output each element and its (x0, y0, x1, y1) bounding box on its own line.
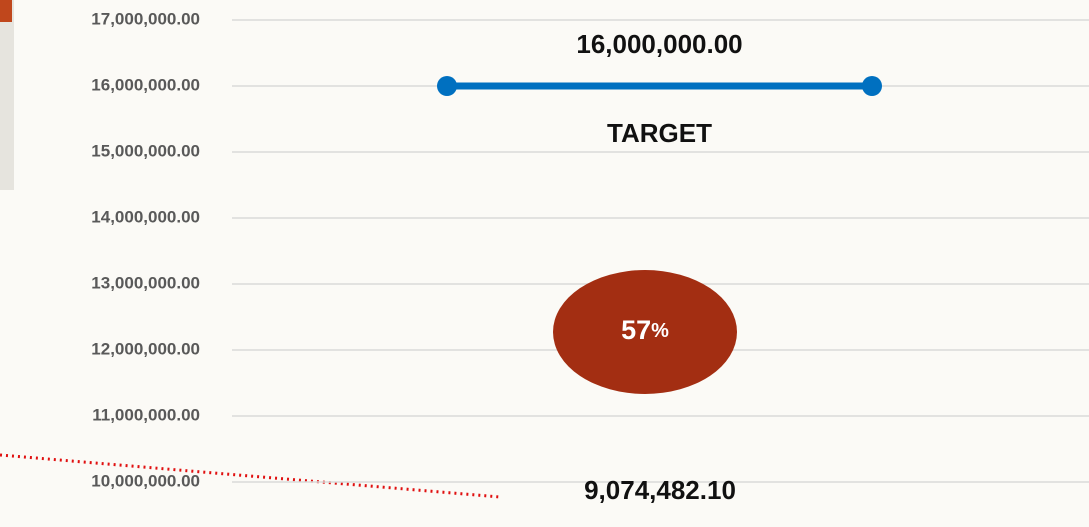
percent-bubble (553, 270, 737, 394)
y-tick-label: 11,000,000.00 (92, 405, 200, 424)
y-tick-label: 17,000,000.00 (91, 9, 200, 28)
target-end (862, 75, 882, 96)
side-panel (0, 0, 14, 190)
y-tick-label: 13,000,000.00 (91, 273, 200, 292)
side-accent (0, 0, 12, 22)
y-tick-label: 15,000,000.00 (91, 141, 200, 160)
target-value-label: 16,000,000.00 (576, 29, 742, 59)
y-tick-label: 14,000,000.00 (91, 207, 200, 226)
percent-label: 57% (621, 315, 669, 345)
y-tick-label: 16,000,000.00 (91, 75, 200, 94)
target-end (437, 75, 457, 96)
percent-unit: % (651, 320, 669, 342)
y-tick-label: 10,000,000.00 (91, 471, 200, 490)
y-tick-label: 12,000,000.00 (91, 339, 200, 358)
percent-value: 57 (621, 315, 651, 345)
trend-line (0, 453, 501, 499)
actual-value-label: 9,074,482.10 (584, 475, 736, 505)
target-name: TARGET (607, 118, 712, 148)
